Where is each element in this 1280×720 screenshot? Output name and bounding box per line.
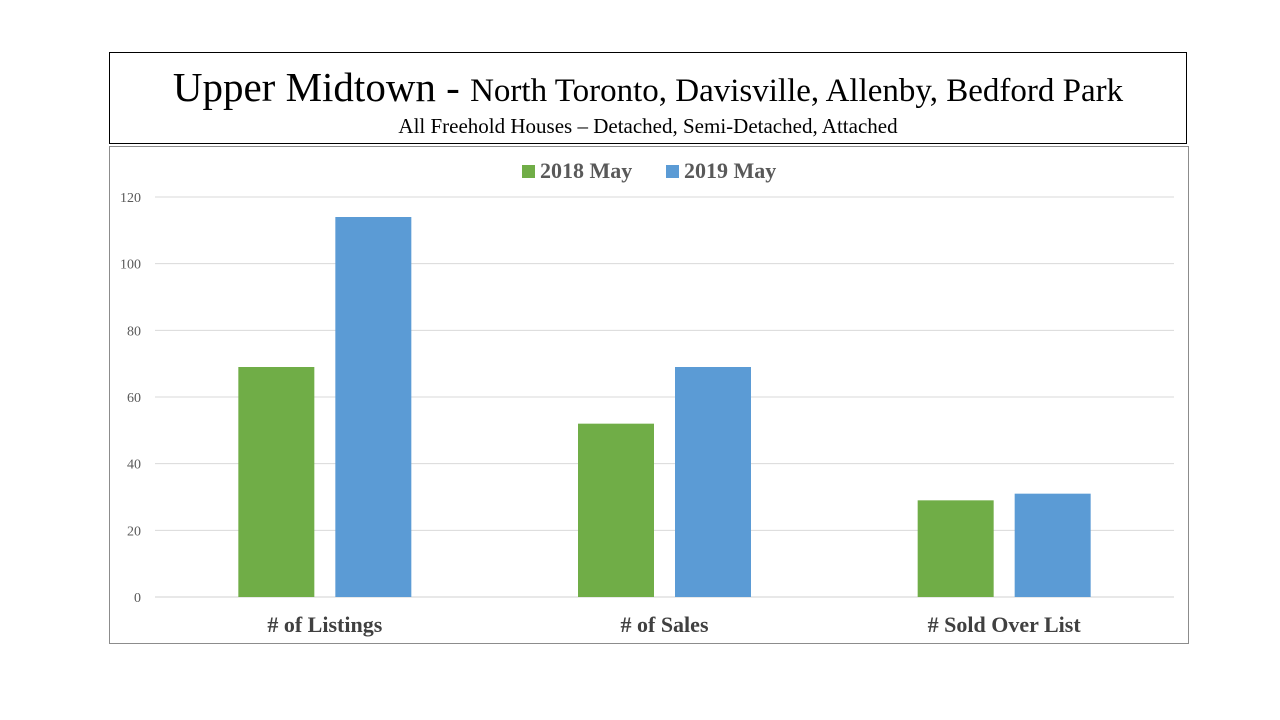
title-main: Upper Midtown - (172, 64, 471, 110)
y-tick-label: 20 (127, 524, 141, 539)
legend: 2018 May 2019 May (522, 158, 776, 183)
bar-series-1 (578, 423, 654, 597)
bar-series-2 (675, 367, 751, 597)
chart-subtitle: All Freehold Houses – Detached, Semi-Det… (398, 114, 898, 138)
chart-title: Upper Midtown - North Toronto, Davisvill… (110, 67, 1186, 108)
bar-series-2 (1014, 493, 1091, 597)
legend-swatch (666, 165, 679, 178)
x-category-label: # of Listings (267, 612, 382, 637)
y-tick-label: 40 (127, 458, 141, 473)
x-axis: # of Listings # of Sales # Sold Over List (267, 612, 1081, 637)
y-tick-label: 0 (134, 591, 141, 606)
y-tick-label: 80 (127, 324, 141, 339)
gridlines (155, 196, 1174, 598)
legend-swatch (522, 165, 535, 178)
y-tick-label: 120 (120, 191, 141, 206)
x-category-label: # Sold Over List (928, 612, 1082, 637)
legend-label: 2018 May (540, 158, 632, 183)
legend-label: 2019 May (684, 158, 776, 183)
bar-series-1 (238, 367, 315, 597)
title-rest: North Toronto, Davisville, Allenby, Bedf… (470, 73, 1124, 109)
bar-series-2 (335, 217, 412, 597)
title-box: Upper Midtown - North Toronto, Davisvill… (109, 52, 1187, 144)
x-category-label: # of Sales (621, 612, 709, 637)
bars (238, 217, 1091, 597)
y-tick-label: 100 (120, 258, 141, 273)
bar-series-1 (917, 500, 994, 597)
y-axis: 0 20 40 60 80 100 120 (120, 191, 141, 606)
y-tick-label: 60 (127, 391, 141, 406)
